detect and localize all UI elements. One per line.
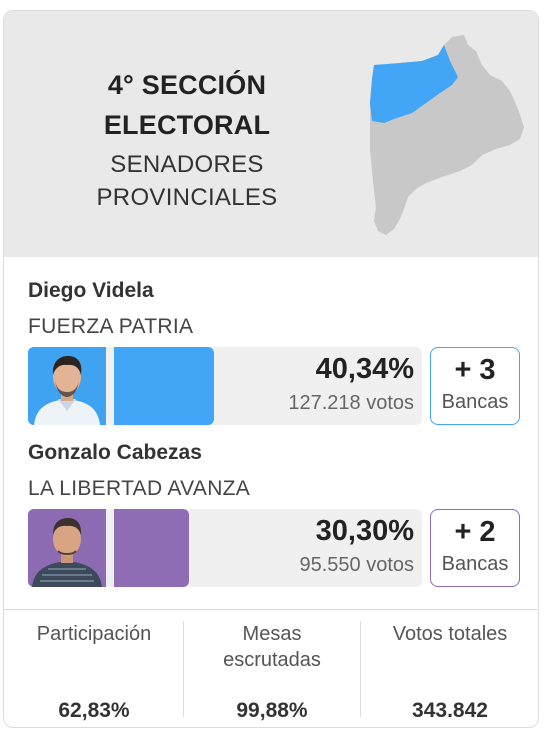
candidate-name: Diego Videla xyxy=(28,279,154,302)
bancas-count: + 3 xyxy=(454,354,496,386)
stat-value: 62,83% xyxy=(58,699,130,722)
candidate-party: LA LIBERTAD AVANZA xyxy=(28,477,251,500)
bancas-badge: + 2 Bancas xyxy=(430,509,520,587)
vote-count: 127.218 votos xyxy=(288,392,414,414)
vote-share-fill xyxy=(114,347,214,425)
candidate-party: FUERZA PATRIA xyxy=(28,315,194,338)
vote-percentage: 30,30% xyxy=(315,515,414,547)
stat-participacion: Participación 62,83% xyxy=(6,621,182,722)
bancas-label: Bancas xyxy=(441,391,509,413)
section-title-line2: ELECTORAL xyxy=(103,110,271,140)
province-map-icon xyxy=(370,35,524,235)
section-title-line1: 4° SECCIÓN xyxy=(107,70,267,100)
stat-divider xyxy=(183,621,184,717)
section-subtitle-line1: SENADORES xyxy=(110,151,264,178)
stat-value: 343.842 xyxy=(412,699,488,722)
section-title: 4° SECCIÓN ELECTORAL xyxy=(4,65,370,145)
person-icon xyxy=(28,509,106,587)
vote-count: 95.550 votos xyxy=(299,554,414,576)
result-bar: 30,30% 95.550 votos xyxy=(28,509,422,587)
avatar xyxy=(28,347,106,425)
section-subtitle-line2: PROVINCIALES xyxy=(96,184,278,211)
section-subtitle: SENADORES PROVINCIALES xyxy=(4,148,370,214)
stat-value: 99,88% xyxy=(236,699,308,722)
section-highlight xyxy=(370,45,458,123)
avatar xyxy=(28,509,106,587)
stat-divider xyxy=(360,621,361,717)
stat-votos-totales: Votos totales 343.842 xyxy=(362,621,538,722)
footer-divider xyxy=(4,609,538,610)
bancas-count: + 2 xyxy=(454,516,496,548)
card-header: 4° SECCIÓN ELECTORAL SENADORES PROVINCIA… xyxy=(4,11,538,257)
vote-share-fill xyxy=(114,509,189,587)
results-card: 4° SECCIÓN ELECTORAL SENADORES PROVINCIA… xyxy=(3,10,539,728)
stat-mesas-escrutadas: Mesas escrutadas 99,88% xyxy=(184,621,360,722)
stat-label: Participación xyxy=(36,623,152,645)
stat-label: Mesas escrutadas xyxy=(223,623,321,671)
person-icon xyxy=(28,347,106,425)
bancas-label: Bancas xyxy=(441,553,509,575)
vote-percentage: 40,34% xyxy=(315,353,414,385)
stat-label: Votos totales xyxy=(392,623,508,645)
bancas-badge: + 3 Bancas xyxy=(430,347,520,425)
candidate-name: Gonzalo Cabezas xyxy=(28,441,202,464)
result-bar: 40,34% 127.218 votos xyxy=(28,347,422,425)
